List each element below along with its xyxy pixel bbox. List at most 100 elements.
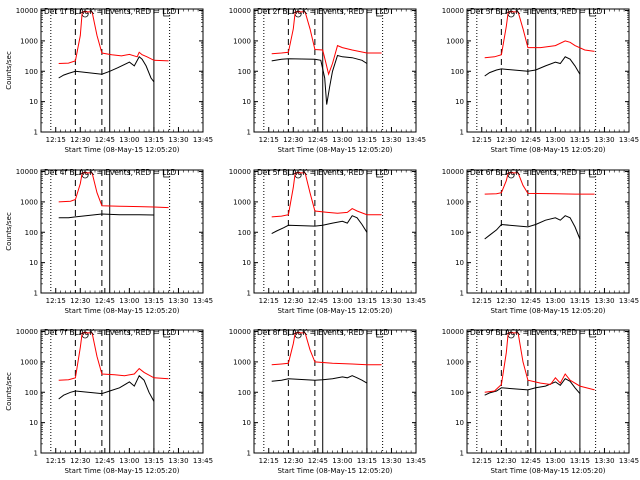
y-tick-label: 1000 bbox=[446, 198, 464, 206]
y-tick-label: 10 bbox=[455, 259, 464, 267]
y-tick-label: 10 bbox=[242, 419, 251, 427]
y-axis-label: Counts/sec bbox=[5, 212, 13, 251]
y-tick-label: 1000 bbox=[20, 358, 38, 366]
y-tick-label: 10000 bbox=[229, 168, 251, 176]
x-tick-label: 13:45 bbox=[619, 297, 639, 305]
y-tick-label: 10000 bbox=[16, 168, 38, 176]
y-tick-label: 100 bbox=[238, 389, 251, 397]
x-tick-label: 12:30 bbox=[496, 457, 516, 465]
x-tick-label: 13:00 bbox=[545, 136, 565, 144]
plot-frame bbox=[466, 329, 630, 454]
events-series-line bbox=[58, 374, 155, 402]
panel-title: Det 7f BLACK = Events, RED = LLD bbox=[44, 328, 177, 337]
x-tick-label: 13:00 bbox=[332, 297, 352, 305]
x-tick-label: 13:45 bbox=[193, 136, 213, 144]
x-tick-label: 13:15 bbox=[570, 457, 590, 465]
x-tick-label: 13:00 bbox=[332, 136, 352, 144]
panel-6: 1 10 100 1000 10000 12:15 12:30 12:45 13:00 13:15… bbox=[442, 168, 639, 315]
panel-5: 1 10 100 1000 10000 12:15 12:30 12:45 13:00 13:15… bbox=[229, 168, 426, 315]
x-tick-label: 12:15 bbox=[46, 136, 66, 144]
panel-7: 1 10 100 1000 10000 12:15 12:30 12:45 13:00 13:15… bbox=[5, 328, 213, 475]
bracket-marker bbox=[163, 9, 170, 17]
panel-title: Det 1f BLACK = Events, RED = LLD bbox=[44, 7, 177, 16]
x-tick-label: 13:45 bbox=[406, 136, 426, 144]
x-tick-label: 12:30 bbox=[70, 457, 90, 465]
x-axis-label: Start Time (08-May-15 12:05:20) bbox=[64, 307, 179, 315]
y-tick-label: 100 bbox=[238, 68, 251, 76]
x-tick-label: 13:45 bbox=[406, 297, 426, 305]
y-tick-label: 10000 bbox=[229, 328, 251, 336]
y-tick-label: 10 bbox=[29, 98, 38, 106]
y-tick-label: 100 bbox=[238, 229, 251, 237]
y-tick-label: 10000 bbox=[442, 7, 464, 15]
x-tick-label: 13:30 bbox=[168, 457, 188, 465]
y-tick-label: 1000 bbox=[20, 198, 38, 206]
y-tick-label: 100 bbox=[25, 389, 38, 397]
x-axis-label: Start Time (08-May-15 12:05:20) bbox=[64, 146, 179, 154]
x-tick-label: 13:15 bbox=[144, 136, 164, 144]
y-tick-label: 1000 bbox=[233, 198, 251, 206]
y-tick-label: 10000 bbox=[229, 7, 251, 15]
y-tick-label: 1 bbox=[34, 129, 38, 137]
x-tick-label: 12:30 bbox=[283, 297, 303, 305]
x-tick-label: 13:45 bbox=[406, 457, 426, 465]
events-series-line bbox=[484, 215, 581, 240]
y-tick-label: 1 bbox=[247, 129, 251, 137]
x-axis-label: Start Time (08-May-15 12:05:20) bbox=[277, 146, 392, 154]
y-tick-label: 10000 bbox=[442, 168, 464, 176]
x-tick-label: 13:00 bbox=[545, 457, 565, 465]
lld-series-line bbox=[271, 172, 382, 218]
x-tick-label: 12:45 bbox=[95, 297, 115, 305]
y-tick-label: 100 bbox=[451, 229, 464, 237]
y-tick-label: 1000 bbox=[233, 358, 251, 366]
plot-frame bbox=[466, 169, 630, 294]
panel-2: 1 10 100 1000 10000 12:15 12:30 12:45 13:00 13:15… bbox=[229, 7, 426, 154]
x-tick-label: 12:15 bbox=[259, 457, 279, 465]
x-axis-label: Start Time (08-May-15 12:05:20) bbox=[64, 467, 179, 475]
panel-title: Det 2f BLACK = Events, RED = LLD bbox=[257, 7, 390, 16]
y-tick-label: 1 bbox=[34, 450, 38, 458]
events-series-line bbox=[271, 54, 368, 105]
x-tick-label: 12:45 bbox=[95, 136, 115, 144]
x-tick-label: 12:15 bbox=[46, 297, 66, 305]
panel-title: Det 5f BLACK = Events, RED = LLD bbox=[257, 168, 390, 177]
panel-3: 1 10 100 1000 10000 12:15 12:30 12:45 13:00 13:15… bbox=[442, 7, 639, 154]
y-tick-label: 100 bbox=[25, 68, 38, 76]
x-tick-label: 13:45 bbox=[619, 457, 639, 465]
lld-series-line bbox=[484, 172, 595, 195]
x-tick-label: 13:15 bbox=[570, 297, 590, 305]
y-tick-label: 10 bbox=[242, 259, 251, 267]
x-tick-label: 12:45 bbox=[95, 457, 115, 465]
y-tick-label: 1000 bbox=[20, 37, 38, 45]
x-tick-label: 13:15 bbox=[570, 136, 590, 144]
lld-series-line bbox=[271, 11, 382, 76]
x-axis-label: Start Time (08-May-15 12:05:20) bbox=[277, 307, 392, 315]
y-tick-label: 10000 bbox=[16, 7, 38, 15]
x-axis-label: Start Time (08-May-15 12:05:20) bbox=[490, 467, 605, 475]
lld-series-line bbox=[58, 172, 169, 209]
panel-title: Det 8f BLACK = Events, RED = LLD bbox=[257, 328, 390, 337]
lld-series-line bbox=[484, 332, 595, 393]
x-tick-label: 13:30 bbox=[594, 457, 614, 465]
x-tick-label: 13:00 bbox=[119, 297, 139, 305]
x-tick-label: 12:45 bbox=[521, 297, 541, 305]
x-tick-label: 13:00 bbox=[545, 297, 565, 305]
x-tick-label: 12:30 bbox=[70, 136, 90, 144]
panel-title: Det 3f BLACK = Events, RED = LLD bbox=[470, 7, 603, 16]
y-tick-label: 1000 bbox=[446, 358, 464, 366]
y-tick-label: 10 bbox=[29, 419, 38, 427]
y-tick-label: 100 bbox=[451, 389, 464, 397]
panel-title: Det 6f BLACK = Events, RED = LLD bbox=[470, 168, 603, 177]
x-tick-label: 12:15 bbox=[472, 297, 492, 305]
events-series-line bbox=[484, 378, 581, 396]
lld-series-line bbox=[58, 332, 169, 381]
y-tick-label: 1 bbox=[34, 290, 38, 298]
x-tick-label: 13:30 bbox=[168, 136, 188, 144]
x-tick-label: 13:15 bbox=[357, 297, 377, 305]
panel-4: 1 10 100 1000 10000 12:15 12:30 12:45 13:00 13:15… bbox=[5, 168, 213, 315]
plot-frame bbox=[253, 169, 417, 294]
x-tick-label: 12:30 bbox=[283, 136, 303, 144]
plot-frame bbox=[253, 8, 417, 133]
panel-1: 1 10 100 1000 10000 12:15 12:30 12:45 13:00 13:15… bbox=[5, 7, 213, 154]
events-series-line bbox=[271, 375, 368, 384]
